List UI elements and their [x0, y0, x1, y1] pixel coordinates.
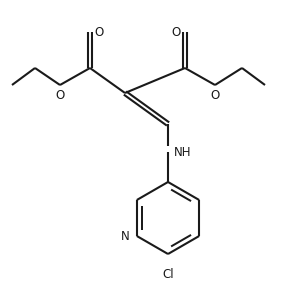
Text: O: O	[94, 26, 103, 38]
Text: O: O	[210, 89, 220, 102]
Text: Cl: Cl	[162, 268, 174, 281]
Text: O: O	[172, 26, 181, 38]
Text: N: N	[121, 230, 130, 243]
Text: O: O	[55, 89, 65, 102]
Text: NH: NH	[174, 145, 191, 159]
